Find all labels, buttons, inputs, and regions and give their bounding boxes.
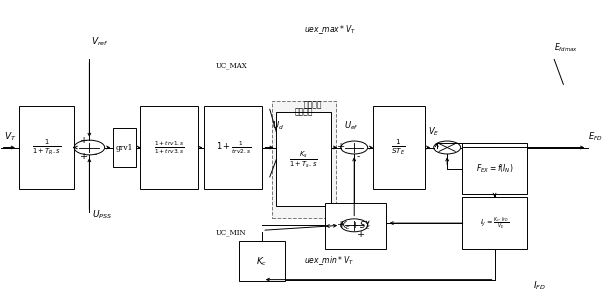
Text: $E_{fdmax}$: $E_{fdmax}$ [554, 41, 578, 54]
Text: +: + [357, 230, 365, 239]
Text: $uex\_max*V_T$: $uex\_max*V_T$ [304, 24, 356, 36]
Text: $U_{PSS}$: $U_{PSS}$ [93, 209, 113, 221]
Text: $1+\frac{1}{trv2.s}$: $1+\frac{1}{trv2.s}$ [216, 139, 251, 156]
Text: $uex\_min*V_T$: $uex\_min*V_T$ [304, 254, 354, 267]
Text: $\frac{1+trv1.s}{1+trv3.s}$: $\frac{1+trv1.s}{1+trv3.s}$ [154, 139, 185, 156]
Text: $V_E$: $V_E$ [428, 125, 439, 137]
Text: $I_{FD}$: $I_{FD}$ [533, 279, 546, 292]
Text: $U_d$: $U_d$ [272, 119, 284, 132]
Text: +: + [337, 220, 345, 229]
Text: $\frac{1}{1+T_R.s}$: $\frac{1}{1+T_R.s}$ [32, 138, 61, 157]
Text: $E_{FD}$: $E_{FD}$ [588, 131, 603, 143]
Text: -: - [357, 153, 360, 161]
Bar [113, 128, 136, 167]
Bar [204, 106, 262, 189]
Bar [239, 241, 285, 281]
Text: $\frac{1}{ST_E}$: $\frac{1}{ST_E}$ [391, 138, 406, 157]
Text: grv1: grv1 [115, 143, 133, 152]
Text: $K_c$: $K_c$ [256, 255, 268, 268]
Bar [373, 106, 425, 189]
Bar [325, 203, 386, 249]
Bar [462, 197, 527, 249]
Text: $V_{ref}$: $V_{ref}$ [91, 36, 109, 48]
Text: $F_{EX}=f(I_N)$: $F_{EX}=f(I_N)$ [476, 163, 513, 175]
Text: +: + [80, 136, 88, 145]
Text: 功率单元: 功率单元 [304, 100, 322, 109]
Text: UC_MIN: UC_MIN [216, 229, 246, 237]
Text: $K_E+S_E$: $K_E+S_E$ [340, 220, 371, 232]
Bar [19, 106, 74, 189]
Text: -: - [94, 150, 97, 159]
Bar [276, 112, 331, 206]
Text: UC_MAX: UC_MAX [216, 61, 248, 69]
Text: $V_T$: $V_T$ [4, 131, 16, 143]
Bar [140, 106, 198, 189]
Text: 功率单元: 功率单元 [294, 108, 313, 117]
Bar [272, 101, 336, 218]
Text: +: + [80, 153, 88, 161]
Text: $U_{ef}$: $U_{ef}$ [344, 119, 359, 132]
Bar [462, 143, 527, 194]
Text: +: + [337, 142, 345, 150]
Text: $\frac{K_s}{1+T_s.s}$: $\frac{K_s}{1+T_s.s}$ [289, 149, 318, 170]
Text: $I_y=\frac{K_c \cdot I_{FD}}{V_E}$: $I_y=\frac{K_c \cdot I_{FD}}{V_E}$ [480, 215, 509, 231]
